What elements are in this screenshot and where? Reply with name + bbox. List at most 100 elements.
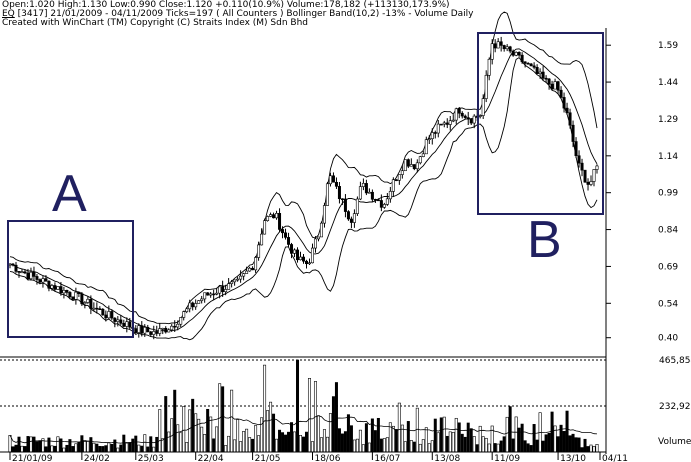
volume-bar [307,378,311,453]
volume-bar [361,444,365,453]
volume-bar [406,421,410,453]
volume-bar [505,416,509,453]
volume-bar [47,437,51,453]
candle-body [586,181,590,185]
volume-bar [242,431,246,453]
x-tick-label: 21/05 [255,454,281,462]
candle-body [263,220,267,235]
candle-body [59,286,63,294]
volume-bar [457,422,461,453]
volume-bar [80,435,84,453]
candle-body [242,273,246,277]
candle-body [481,98,485,116]
volume-bar [565,410,569,453]
volume-bar [517,427,521,453]
candle-body [361,183,365,187]
candle-body [164,327,168,333]
volume-bar [364,423,368,453]
volume-bar [29,436,33,453]
candle-body [284,232,288,238]
volume-bar [349,425,353,453]
volume-bar [233,439,237,453]
candle-body [188,302,192,310]
volume-bar [68,439,72,453]
volume-bar [203,434,207,453]
candle-body [337,186,341,200]
volume-bar [442,416,446,453]
volume-bar [122,434,126,453]
volume-bar [20,445,24,453]
volume-bar [146,446,150,453]
candle-body [550,83,554,90]
volume-bar [230,389,234,453]
candle-body [233,279,237,283]
candle-body [302,256,306,262]
y-tick-label: 0.54 [658,299,678,309]
volume-bar [319,437,323,453]
volume-bar [248,437,252,453]
volume-bar [454,417,458,453]
candle-body [523,61,527,64]
volume-bar [415,407,419,453]
candle-body [382,204,386,208]
candle-body [346,211,350,220]
candle-body [158,328,162,334]
volume-bar [173,389,177,453]
candle-body [484,75,488,99]
y-tick-label: 0.84 [658,226,678,236]
candle-body [505,46,509,50]
candle-body [373,198,377,201]
volume-bar [373,430,377,453]
volume-bar [343,431,347,453]
volume-bar [200,426,204,453]
candle-body [307,262,311,265]
candle-body [92,307,96,310]
volume-bar [379,438,383,453]
candle-body [53,285,57,290]
candle-body [293,249,297,254]
candle-body [230,281,234,284]
candle-body [511,50,515,56]
volume-bar [553,425,557,453]
candle-body [104,314,108,319]
volume-bar [487,443,491,453]
volume-bar [8,435,12,453]
candle-body [547,78,551,85]
volume-bar [451,431,455,453]
candle-body [367,191,371,194]
candle-body [14,264,18,272]
volume-bar [544,434,548,453]
candle-body [68,292,72,298]
candle-body [17,271,21,273]
candle-body [589,181,593,185]
volume-bar [35,441,39,453]
volume-bar [328,413,332,453]
candle-body [227,283,231,290]
candle-body [287,237,291,245]
candle-body [245,270,249,274]
volume-bar [472,436,476,453]
volume-bar [481,436,485,453]
candle-body [182,311,186,318]
annotation-a: A [52,165,87,223]
volume-bar [206,408,210,453]
volume-bar [436,432,440,453]
bollinger-lower-band [9,57,598,341]
candle-body [538,71,542,74]
volume-bar [209,416,213,453]
volume-bar [224,445,228,453]
volume-bar [334,382,338,453]
candle-body [143,326,147,334]
volume-bar [463,436,467,453]
candle-body [415,162,419,170]
counter-details: [3417] 21/01/2009 - 04/11/2009 Ticks=197… [14,9,474,19]
candle-body [499,41,503,46]
volume-bar [152,446,156,453]
candle-body [41,278,45,283]
volume-bar [583,438,587,453]
volume-bar [53,445,57,453]
x-tick-label: 11/09 [494,454,520,462]
candle-body [559,89,563,98]
candle-body [170,325,174,331]
